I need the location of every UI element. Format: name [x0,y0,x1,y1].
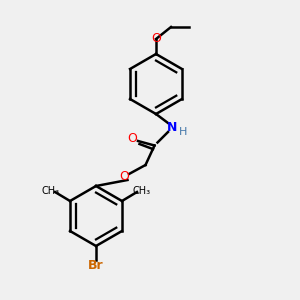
Text: N: N [167,121,178,134]
Text: O: O [151,32,161,46]
Text: O: O [127,131,137,145]
Text: CH₃: CH₃ [41,185,60,196]
Text: CH₃: CH₃ [132,185,151,196]
Text: O: O [120,170,129,184]
Text: Br: Br [88,259,104,272]
Text: H: H [179,127,187,137]
